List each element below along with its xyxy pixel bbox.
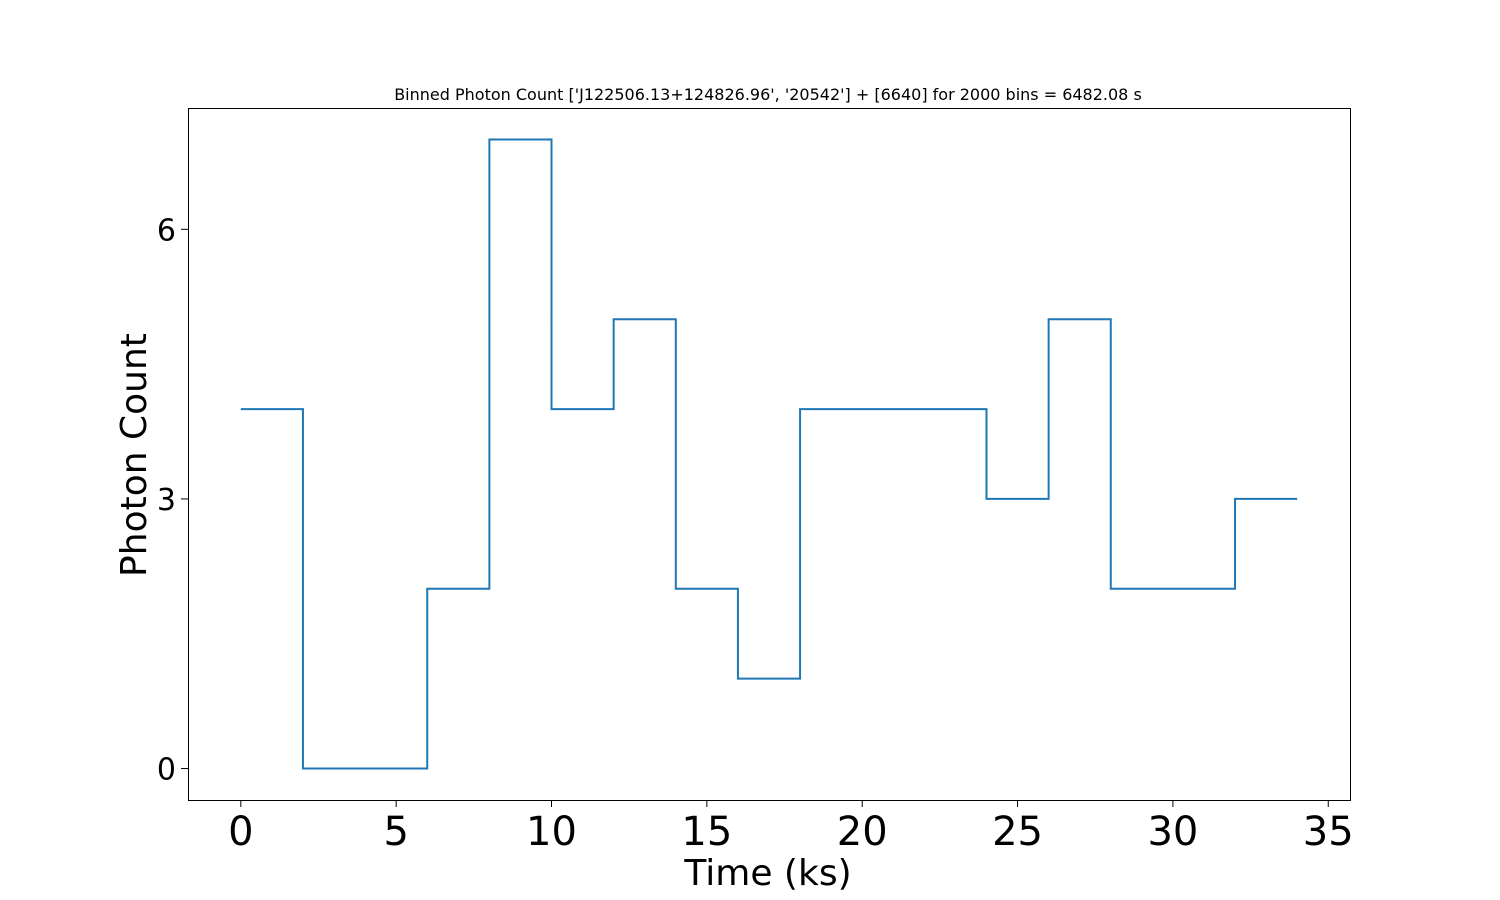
x-tick-label: 5 <box>383 809 408 855</box>
chart-title: Binned Photon Count ['J122506.13+124826.… <box>394 85 1142 104</box>
y-tick-label: 3 <box>157 483 176 518</box>
x-tick-label: 15 <box>681 809 732 855</box>
x-tick-label: 25 <box>992 809 1043 855</box>
x-tick-label: 10 <box>526 809 577 855</box>
x-tick-label: 30 <box>1147 809 1198 855</box>
y-tick-label: 0 <box>157 753 176 788</box>
series-layer <box>240 138 1298 770</box>
x-tick-label: 20 <box>837 809 888 855</box>
y-tick-label: 6 <box>157 213 176 248</box>
x-axis: 0 5 10 15 20 25 30 35 <box>228 800 1354 855</box>
x-tick-label: 0 <box>228 809 253 855</box>
y-axis-label: Photon Count <box>114 333 155 577</box>
plot-frame <box>188 108 1351 801</box>
y-axis: 0 3 6 <box>157 213 188 788</box>
x-axis-label: Time (ks) <box>683 853 851 894</box>
series-line-0 <box>240 138 1298 770</box>
x-tick-label: 35 <box>1303 809 1354 855</box>
plot-area <box>188 108 1351 801</box>
